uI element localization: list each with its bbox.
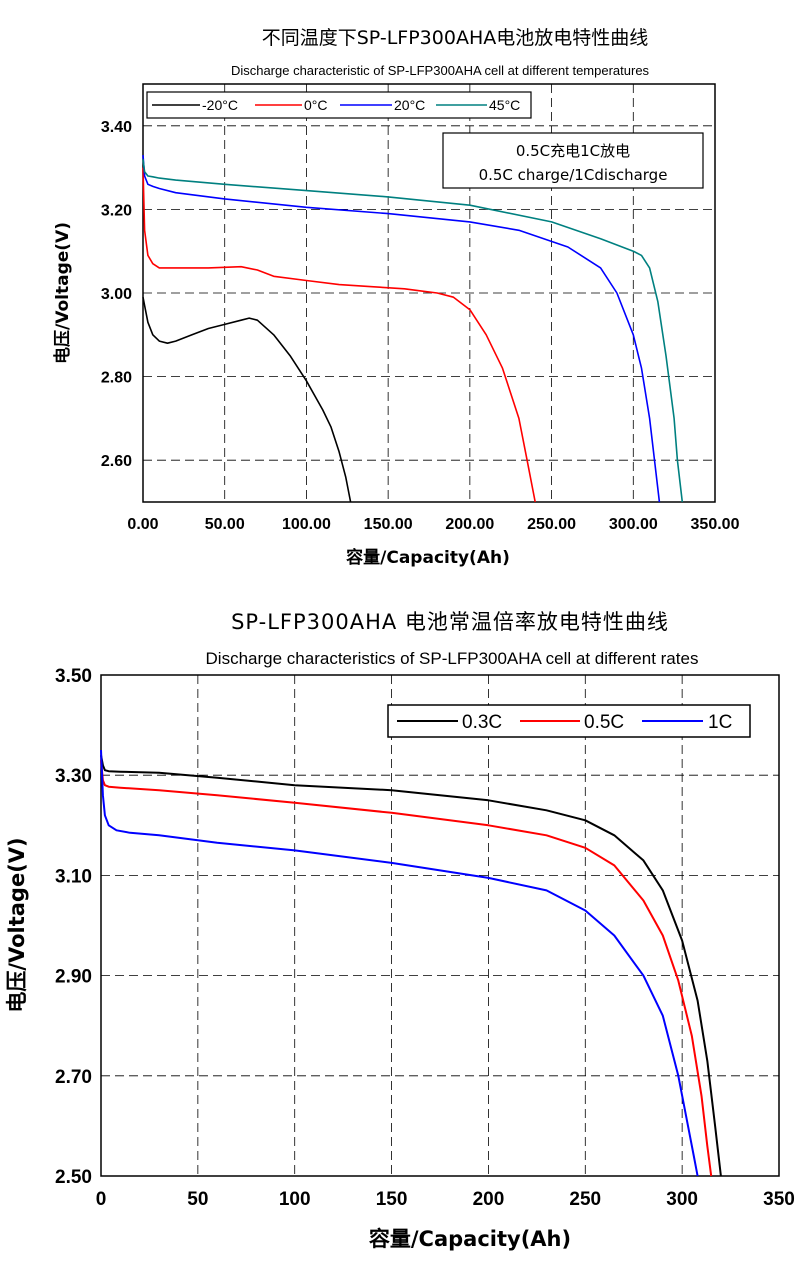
- series-line-45-c: [142, 159, 684, 503]
- x-tick-label: 200: [473, 1189, 505, 1210]
- x-tick-label: 200.00: [445, 516, 494, 533]
- x-tick-label: 250: [569, 1189, 601, 1210]
- chart2-legend: 0.3C 0.5C 1C: [387, 704, 751, 738]
- chart1-x-ticks: 0.00 50.00 100.00 150.00 200.00 250.00 300.00 3…: [127, 516, 739, 533]
- chart2-series: [100, 750, 722, 1177]
- series-line-0-c: [142, 167, 536, 503]
- x-tick-label: 0.00: [127, 516, 158, 533]
- rate-discharge-chart: SP-LFP300AHA 电池常温倍率放电特性曲线 Discharge char…: [5, 610, 795, 1251]
- legend-label-45c: 45°C: [489, 97, 520, 113]
- x-tick-label: 300.00: [609, 516, 658, 533]
- temperature-discharge-chart: 不同温度下SP-LFP300AHA电池放电特性曲线 Discharge char…: [52, 27, 740, 568]
- y-tick-label: 3.30: [55, 766, 92, 787]
- y-tick-label: 3.40: [101, 119, 132, 136]
- x-tick-label: 250.00: [527, 516, 576, 533]
- chart1-y-axis-label: 电压/Voltage(V): [52, 222, 73, 364]
- x-tick-label: 100.00: [282, 516, 331, 533]
- chart1-y-ticks: 2.60 2.80 3.00 3.20 3.40: [101, 119, 132, 470]
- y-tick-label: 3.10: [55, 866, 92, 887]
- annotation-line-en: 0.5C charge/1Cdischarge: [479, 166, 668, 184]
- chart1-annotation: 0.5C充电1C放电 0.5C charge/1Cdischarge: [442, 132, 704, 189]
- y-tick-label: 3.50: [55, 666, 92, 687]
- chart1-title: 不同温度下SP-LFP300AHA电池放电特性曲线: [262, 27, 648, 49]
- chart2-x-ticks: 0 50 100 150 200 250 300 350: [96, 1189, 795, 1210]
- annotation-line-zh: 0.5C充电1C放电: [516, 142, 630, 160]
- x-tick-label: 350: [763, 1189, 795, 1210]
- series-line-0-3c: [100, 755, 722, 1177]
- chart1-legend: -20°C 0°C 20°C 45°C: [146, 91, 532, 119]
- chart2-y-ticks: 2.50 2.70 2.90 3.10 3.30 3.50: [55, 666, 92, 1188]
- chart2-plot-frame: [100, 674, 780, 1177]
- legend-label-1c: 1C: [708, 712, 732, 733]
- x-tick-label: 150: [376, 1189, 408, 1210]
- chart2-title: SP-LFP300AHA 电池常温倍率放电特性曲线: [231, 610, 669, 634]
- chart2-grid: [101, 675, 779, 1176]
- legend-label-0c: 0°C: [304, 97, 328, 113]
- y-tick-label: 2.80: [101, 370, 132, 387]
- annotation-box: [442, 132, 704, 189]
- y-tick-label: 2.50: [55, 1167, 92, 1188]
- x-tick-label: 0: [96, 1189, 107, 1210]
- chart2-y-axis-label: 电压/Voltage(V): [5, 837, 29, 1012]
- series-line-20-c: [142, 155, 661, 503]
- x-tick-label: 350.00: [691, 516, 740, 533]
- chart1-grid: [143, 84, 715, 502]
- y-tick-label: 2.90: [55, 967, 92, 988]
- x-tick-label: 100: [279, 1189, 311, 1210]
- legend-label-0-3c: 0.3C: [462, 712, 502, 733]
- chart1-series: [142, 155, 684, 503]
- x-tick-label: 50: [187, 1189, 208, 1210]
- legend-label-minus20c: -20°C: [202, 97, 238, 113]
- series-line-20-c: [142, 297, 352, 503]
- x-tick-label: 300: [666, 1189, 698, 1210]
- series-line-1c: [100, 750, 699, 1177]
- y-tick-label: 3.00: [101, 286, 132, 303]
- chart1-subtitle: Discharge characteristic of SP-LFP300AHA…: [231, 63, 650, 78]
- legend-label-20c: 20°C: [394, 97, 425, 113]
- y-tick-label: 2.60: [101, 453, 132, 470]
- chart2-subtitle: Discharge characteristics of SP-LFP300AH…: [206, 649, 699, 668]
- chart2-x-axis-label: 容量/Capacity(Ah): [369, 1227, 571, 1251]
- x-tick-label: 150.00: [364, 516, 413, 533]
- y-tick-label: 3.20: [101, 202, 132, 219]
- series-line-0-5c: [100, 760, 713, 1177]
- legend-label-0-5c: 0.5C: [584, 712, 624, 733]
- y-tick-label: 2.70: [55, 1067, 92, 1088]
- x-tick-label: 50.00: [205, 516, 245, 533]
- chart1-x-axis-label: 容量/Capacity(Ah): [346, 547, 510, 568]
